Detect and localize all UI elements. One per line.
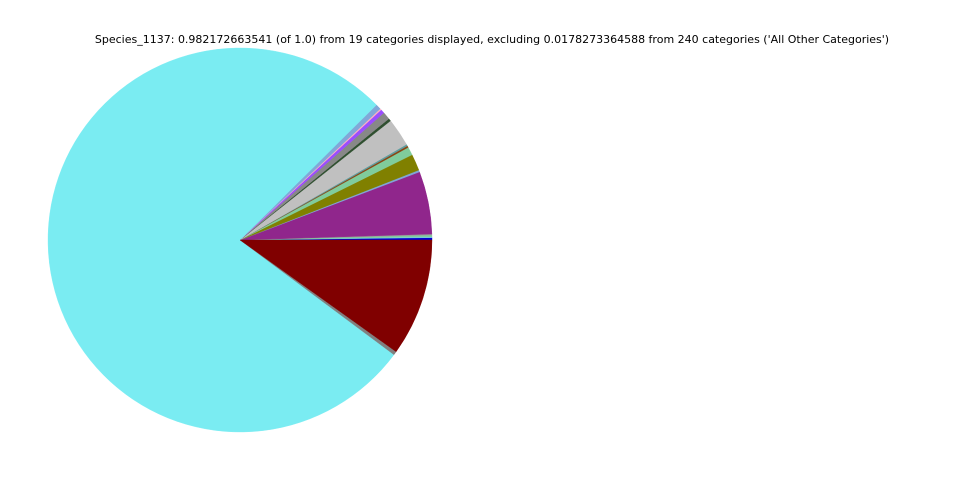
chart-title: Species_1137: 0.982172663541 (of 1.0) fr… (94, 33, 890, 46)
pie-slice-17 (47, 47, 395, 433)
pie-slice-19 (239, 239, 433, 353)
